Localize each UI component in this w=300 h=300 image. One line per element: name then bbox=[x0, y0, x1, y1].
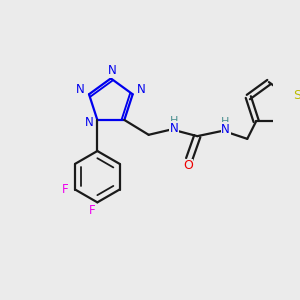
Text: N: N bbox=[170, 122, 179, 135]
Text: N: N bbox=[108, 64, 117, 77]
Text: N: N bbox=[221, 123, 230, 136]
Text: N: N bbox=[76, 83, 85, 96]
Text: F: F bbox=[61, 183, 68, 196]
Text: N: N bbox=[85, 116, 94, 129]
Text: H: H bbox=[221, 117, 229, 127]
Text: O: O bbox=[183, 159, 193, 172]
Text: S: S bbox=[293, 89, 300, 102]
Text: F: F bbox=[89, 204, 96, 217]
Text: N: N bbox=[137, 83, 146, 96]
Text: H: H bbox=[169, 116, 178, 126]
